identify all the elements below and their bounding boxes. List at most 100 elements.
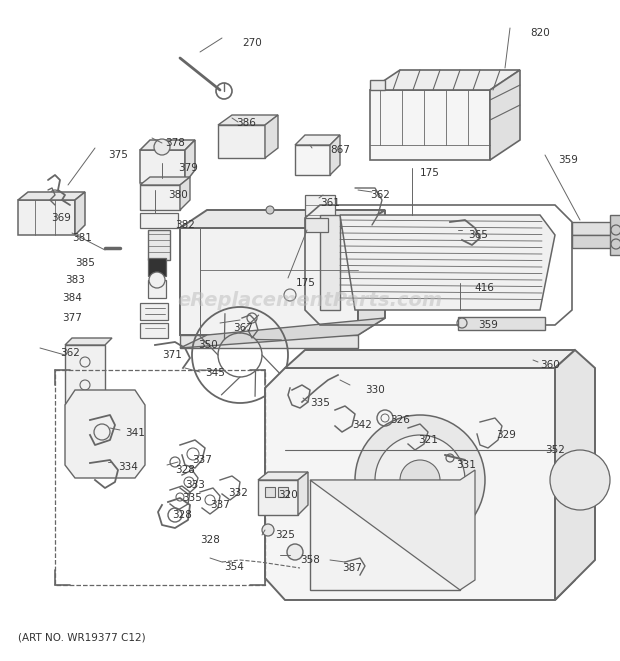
Polygon shape (180, 318, 385, 348)
Bar (55, 370, 265, 585)
Polygon shape (258, 472, 308, 480)
Polygon shape (265, 115, 278, 158)
Text: 342: 342 (352, 420, 372, 430)
Text: 350: 350 (198, 340, 218, 350)
Polygon shape (185, 140, 195, 183)
Polygon shape (180, 228, 358, 335)
Polygon shape (358, 210, 385, 335)
Text: 331: 331 (456, 460, 476, 470)
Polygon shape (370, 80, 385, 90)
Polygon shape (305, 218, 328, 232)
Polygon shape (140, 213, 178, 228)
Text: 359: 359 (478, 320, 498, 330)
Polygon shape (285, 350, 575, 368)
Circle shape (355, 415, 485, 545)
Bar (148, 258, 166, 276)
Polygon shape (140, 177, 190, 185)
Polygon shape (295, 135, 340, 145)
Text: 385: 385 (75, 258, 95, 268)
Text: 337: 337 (210, 500, 230, 510)
Text: 175: 175 (296, 278, 316, 288)
Circle shape (375, 435, 465, 525)
Bar (148, 230, 170, 260)
Polygon shape (65, 345, 105, 405)
Bar (265, 487, 275, 497)
Text: 358: 358 (300, 555, 320, 565)
Polygon shape (490, 70, 520, 160)
Text: 381: 381 (72, 233, 92, 243)
Text: eReplacementParts.com: eReplacementParts.com (177, 291, 443, 310)
Polygon shape (305, 195, 335, 225)
Text: 362: 362 (60, 348, 80, 358)
Circle shape (266, 206, 274, 214)
Text: 335: 335 (310, 398, 330, 408)
Circle shape (149, 272, 165, 288)
Polygon shape (370, 70, 520, 90)
Polygon shape (310, 480, 460, 590)
Polygon shape (330, 135, 340, 175)
Text: 335: 335 (182, 493, 202, 503)
Polygon shape (148, 280, 166, 298)
Text: 375: 375 (108, 150, 128, 160)
Polygon shape (18, 200, 75, 235)
Polygon shape (310, 470, 475, 590)
Text: 328: 328 (200, 535, 220, 545)
Polygon shape (572, 222, 615, 235)
Polygon shape (140, 323, 168, 338)
Circle shape (262, 524, 274, 536)
Polygon shape (140, 303, 168, 320)
Text: 328: 328 (172, 510, 192, 520)
Polygon shape (258, 480, 298, 515)
Polygon shape (218, 125, 265, 158)
Text: 330: 330 (365, 385, 385, 395)
Text: 360: 360 (540, 360, 560, 370)
Circle shape (287, 544, 303, 560)
Polygon shape (610, 215, 620, 255)
Text: 334: 334 (118, 462, 138, 472)
Polygon shape (320, 215, 340, 310)
Text: 382: 382 (175, 220, 195, 230)
Polygon shape (180, 177, 190, 210)
Text: 341: 341 (125, 428, 145, 438)
Polygon shape (458, 317, 545, 330)
Polygon shape (140, 140, 195, 150)
Text: 384: 384 (62, 293, 82, 303)
Text: 328: 328 (175, 465, 195, 475)
Polygon shape (370, 90, 490, 160)
Polygon shape (340, 215, 555, 310)
Polygon shape (75, 192, 85, 235)
Text: 371: 371 (162, 350, 182, 360)
Text: 377: 377 (62, 313, 82, 323)
Polygon shape (295, 145, 330, 175)
Polygon shape (298, 472, 308, 515)
Polygon shape (218, 115, 278, 125)
Bar (278, 487, 288, 497)
Text: 387: 387 (342, 563, 362, 573)
Text: 386: 386 (236, 118, 256, 128)
Circle shape (400, 460, 440, 500)
Text: 352: 352 (545, 445, 565, 455)
Text: 337: 337 (192, 455, 212, 465)
Text: 361: 361 (320, 198, 340, 208)
Text: 369: 369 (51, 213, 71, 223)
Text: 332: 332 (228, 488, 248, 498)
Text: 379: 379 (178, 163, 198, 173)
Circle shape (550, 450, 610, 510)
Text: 325: 325 (275, 530, 295, 540)
Text: 867: 867 (330, 145, 350, 155)
Text: 354: 354 (224, 562, 244, 572)
Text: 365: 365 (468, 230, 488, 240)
Text: 359: 359 (558, 155, 578, 165)
Text: 820: 820 (530, 28, 550, 38)
Text: 175: 175 (420, 168, 440, 178)
Polygon shape (140, 185, 180, 210)
Text: 270: 270 (242, 38, 262, 48)
Text: 362: 362 (370, 190, 390, 200)
Text: 329: 329 (496, 430, 516, 440)
Polygon shape (180, 335, 358, 348)
Polygon shape (65, 338, 112, 345)
Polygon shape (140, 150, 185, 183)
Polygon shape (18, 192, 85, 200)
Text: 345: 345 (205, 368, 225, 378)
Text: 383: 383 (65, 275, 85, 285)
